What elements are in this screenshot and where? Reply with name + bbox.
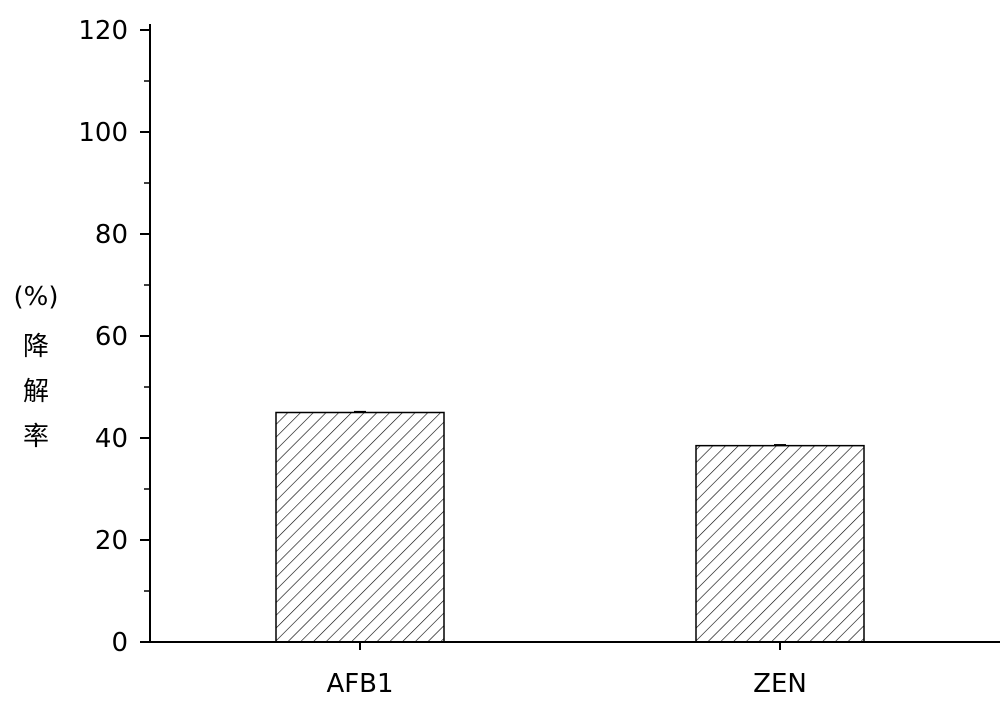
y-axis-label: (%) 降 解 率 xyxy=(14,282,59,452)
x-ticks-layer: AFB1 ZEN xyxy=(326,642,807,699)
bars-layer xyxy=(275,410,865,643)
x-tick-label-afb1: AFB1 xyxy=(326,669,393,699)
y-tick-label: 80 xyxy=(95,220,128,250)
x-tick-label-zen: ZEN xyxy=(753,669,807,699)
y-tick-label: 100 xyxy=(78,118,128,148)
bar-afb1 xyxy=(275,411,445,643)
y-axis-label-char-3: 率 xyxy=(23,422,49,452)
y-tick-label: 20 xyxy=(95,526,128,556)
y-axis-label-char-2: 解 xyxy=(23,377,49,407)
y-tick-label: 60 xyxy=(95,322,128,352)
y-ticks-layer: 0 20 40 60 80 100 120 xyxy=(78,16,150,658)
bar-zen xyxy=(695,444,865,643)
y-axis-label-unit: (%) xyxy=(14,282,59,312)
y-tick-label: 40 xyxy=(95,424,128,454)
y-axis-label-char-1: 降 xyxy=(23,332,49,362)
y-tick-label: 0 xyxy=(111,628,128,658)
y-tick-label: 120 xyxy=(78,16,128,46)
